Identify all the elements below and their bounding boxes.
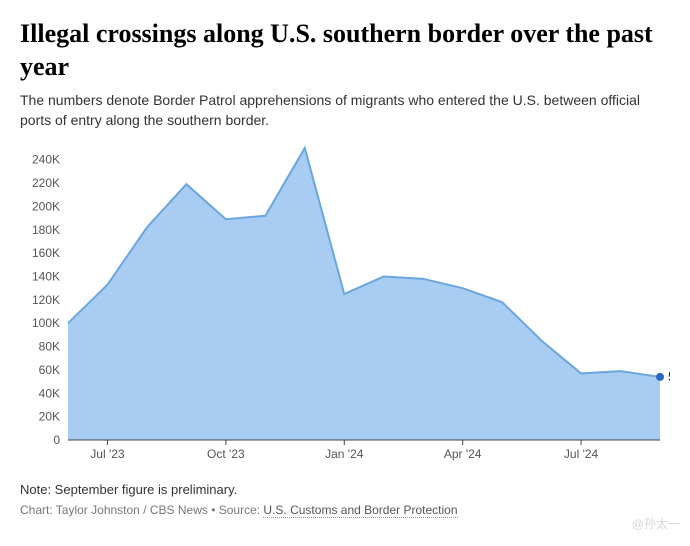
watermark: @孙太一 (632, 515, 680, 532)
y-tick-label: 220K (32, 176, 60, 190)
x-tick-label: Oct '23 (207, 447, 245, 461)
chart-container: 0 20K 40K 60K 80K 100K 120K 140K 160K 180K 200K 220… (20, 140, 670, 470)
y-tick-label: 20K (39, 410, 60, 424)
chart-footnote: Note: September figure is preliminary. (20, 482, 670, 497)
x-tick-label: Jul '23 (90, 447, 125, 461)
y-tick-label: 60K (39, 363, 60, 377)
chart-subtitle: The numbers denote Border Patrol apprehe… (20, 91, 670, 130)
credit-text: Chart: Taylor Johnston / CBS News • Sour… (20, 503, 263, 517)
chart-credit: Chart: Taylor Johnston / CBS News • Sour… (20, 503, 670, 517)
y-tick-label: 100K (32, 316, 60, 330)
y-tick-label: 180K (32, 223, 60, 237)
y-tick-label: 160K (32, 246, 60, 260)
y-tick-label: 200K (32, 200, 60, 214)
credit-source-link[interactable]: U.S. Customs and Border Protection (263, 503, 457, 518)
y-tick-label: 80K (39, 340, 60, 354)
x-tick-label: Jan '24 (325, 447, 364, 461)
area-chart: 0 20K 40K 60K 80K 100K 120K 140K 160K 180K 200K 220… (20, 140, 670, 470)
x-tick-label: Jul '24 (564, 447, 599, 461)
area-fill (68, 148, 660, 440)
x-tick-label: Apr '24 (444, 447, 482, 461)
chart-title: Illegal crossings along U.S. southern bo… (20, 18, 670, 83)
y-tick-label: 140K (32, 270, 60, 284)
y-tick-label: 240K (32, 153, 60, 167)
y-tick-label: 120K (32, 293, 60, 307)
y-tick-label: 0 (53, 433, 60, 447)
end-marker (656, 373, 664, 381)
end-label: 54,000 (668, 369, 670, 384)
y-tick-label: 40K (39, 386, 60, 400)
